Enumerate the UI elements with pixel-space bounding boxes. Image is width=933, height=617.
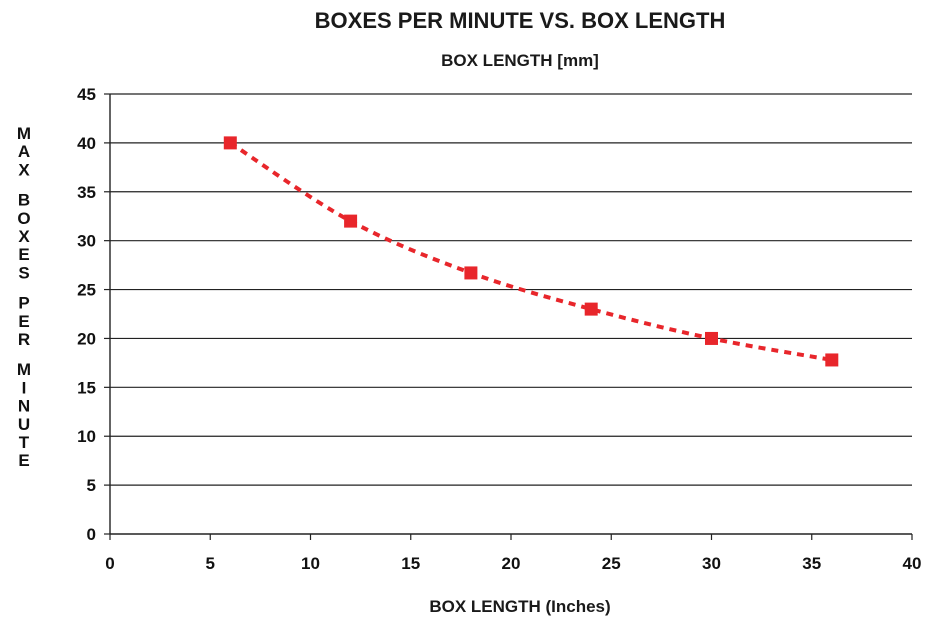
x-tick-label: 25 (602, 554, 621, 573)
data-point-marker (825, 353, 839, 367)
y-axis-label-letter: N (18, 397, 30, 416)
y-axis-label-letter: A (18, 142, 30, 161)
x-tick-label: 0 (105, 554, 114, 573)
x-tick-label: 35 (802, 554, 821, 573)
x-tick-label: 5 (206, 554, 215, 573)
x-tick-label: 30 (702, 554, 721, 573)
y-tick-label: 30 (77, 232, 96, 251)
y-axis-label-letter: I (22, 378, 27, 397)
x-axis-label: BOX LENGTH (Inches) (429, 597, 610, 616)
y-axis-label-letter: R (18, 330, 30, 349)
y-tick-label: 25 (77, 281, 96, 300)
y-tick-label: 15 (77, 378, 96, 397)
y-tick-label: 20 (77, 329, 96, 348)
axes (104, 93, 913, 540)
y-tick-label: 10 (77, 427, 96, 446)
data-point-marker (464, 266, 478, 280)
y-axis-label-letter: U (18, 415, 30, 434)
x-tick-label: 10 (301, 554, 320, 573)
data-point-marker (584, 302, 598, 316)
y-axis-label-letter: E (18, 245, 29, 264)
x-tick-label: 40 (903, 554, 922, 573)
x-tick-label: 15 (401, 554, 420, 573)
chart-title: BOXES PER MINUTE VS. BOX LENGTH (315, 8, 726, 33)
series-max-boxes (223, 136, 839, 367)
y-tick-label: 0 (87, 525, 96, 544)
y-axis-label-letter: P (18, 294, 29, 313)
y-axis-label-letter: E (18, 451, 29, 470)
y-axis-label-letter: X (18, 160, 30, 179)
y-tick-label: 5 (87, 476, 96, 495)
x-tick-label: 20 (502, 554, 521, 573)
data-point-marker (344, 214, 358, 228)
grid-lines (110, 93, 912, 486)
y-axis-label-letter: S (18, 263, 29, 282)
y-axis-label-letter: M (17, 124, 31, 143)
y-tick-label: 45 (77, 85, 96, 104)
y-tick-label: 35 (77, 183, 96, 202)
data-point-marker (705, 331, 718, 345)
chart-subtitle: BOX LENGTH [mm] (441, 51, 599, 70)
y-axis-label-letter: T (19, 433, 30, 452)
x-tick-labels: 0 5 10 15 20 25 30 35 40 (105, 554, 921, 573)
y-tick-label: 40 (77, 134, 96, 153)
y-axis-label-letter: O (17, 209, 30, 228)
y-tick-labels: 0 5 10 15 20 25 30 35 40 45 (77, 85, 96, 544)
y-axis-label-letter: X (18, 227, 30, 246)
series-line (229, 141, 833, 362)
y-axis-label-letter: M (17, 360, 31, 379)
y-axis-label-letter: B (18, 191, 30, 210)
y-axis-label-letter: E (18, 312, 29, 331)
data-point-marker (223, 136, 237, 150)
